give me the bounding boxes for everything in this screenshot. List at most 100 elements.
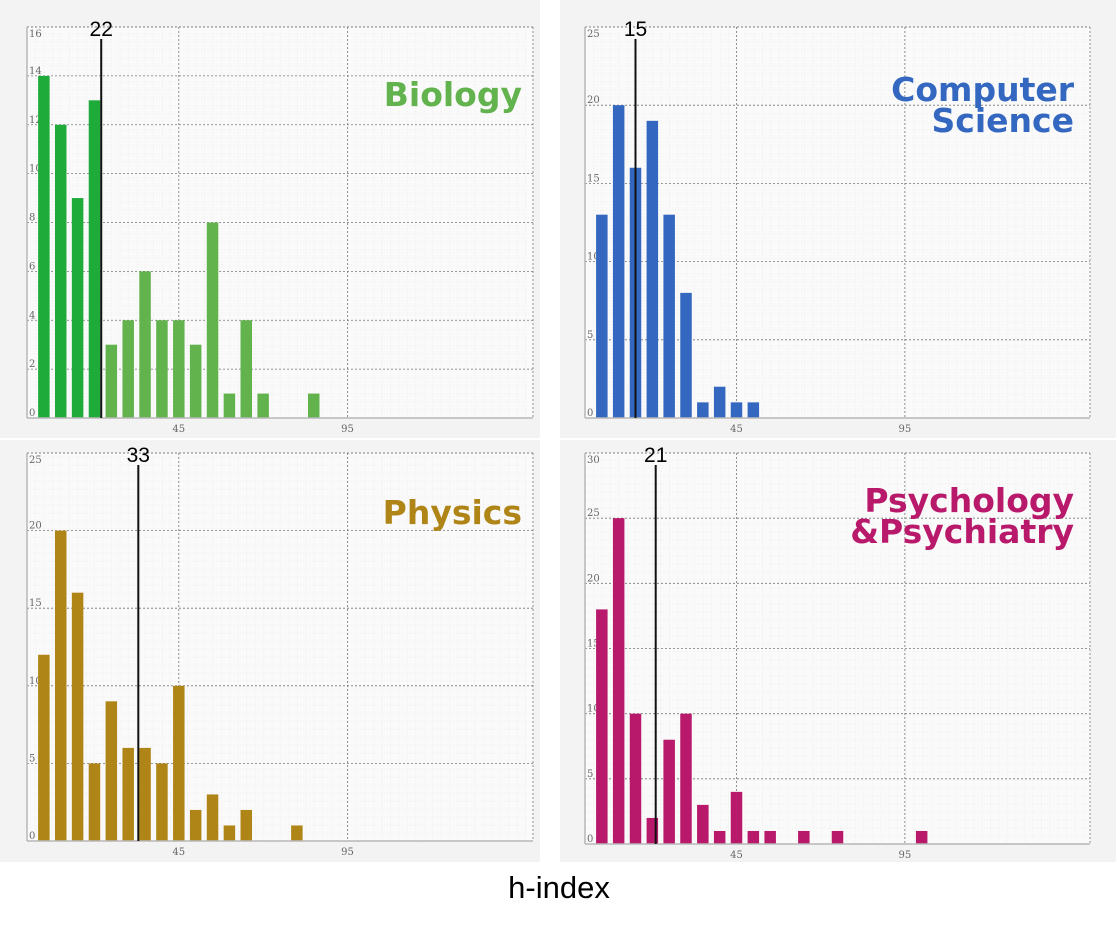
field-title: Psychology &Psychiatry <box>850 481 1074 551</box>
histogram-bar <box>139 271 151 418</box>
histogram-bar <box>596 609 608 844</box>
histogram-bar <box>730 402 743 418</box>
histogram-bar <box>189 809 202 841</box>
histogram-bar <box>680 292 692 418</box>
y-tick-label: 0 <box>29 831 35 842</box>
y-tick-label: 6 <box>29 261 35 272</box>
histogram-bar <box>206 794 219 841</box>
median-value-label: 22 <box>90 18 113 41</box>
y-tick-label: 15 <box>29 598 42 609</box>
histogram-bar <box>173 320 185 418</box>
histogram-bar <box>629 713 642 844</box>
histogram-bar <box>764 830 776 844</box>
field-title: Physics <box>383 493 522 532</box>
median-value-label: 33 <box>127 444 150 467</box>
histogram-bar <box>122 320 134 418</box>
median-value-label: 21 <box>644 444 667 467</box>
histogram-bar <box>612 518 625 844</box>
histogram-bar <box>646 120 659 418</box>
histogram-bar <box>730 791 743 844</box>
histogram-bar <box>122 747 134 841</box>
histogram-bar <box>646 817 659 844</box>
histogram-bar <box>697 402 709 418</box>
histogram-bar <box>680 713 692 844</box>
histogram-bar <box>713 386 726 418</box>
y-tick-label: 12 <box>29 115 42 126</box>
histogram-bar <box>307 393 320 418</box>
histogram-bar <box>747 830 760 844</box>
y-tick-label: 30 <box>587 455 600 466</box>
histogram-bar <box>173 685 185 841</box>
y-tick-label: 16 <box>29 29 42 40</box>
chart-panel-computer-science: 0 5 10 15 20 25 45 95 15 Computer Science <box>560 0 1116 438</box>
histogram-bar <box>156 763 168 841</box>
x-tick-label: 95 <box>341 847 354 858</box>
histogram-bar <box>240 320 253 418</box>
histogram-bar <box>240 809 253 841</box>
chart-psychology: 0 5 10 15 20 25 30 45 95 21 Psychology &Psychiatry <box>584 444 1091 861</box>
histogram-bar <box>596 214 608 418</box>
chart-panel-psychology: 0 5 10 15 20 25 30 45 95 21 Psychology &Psychiatry <box>560 440 1116 862</box>
x-tick-label: 45 <box>730 850 743 861</box>
x-axis-caption: h-index <box>508 870 610 905</box>
histogram-bar <box>663 214 675 418</box>
histogram-bar <box>915 830 928 844</box>
histogram-bar <box>697 804 709 844</box>
x-tick-label: 45 <box>730 424 743 435</box>
field-title: Computer Science <box>891 70 1075 140</box>
histogram-bar <box>663 739 675 844</box>
y-tick-label: 5 <box>29 753 35 764</box>
y-tick-label: 4 <box>29 310 35 321</box>
y-tick-label: 5 <box>587 330 593 341</box>
histogram-bar <box>38 75 50 418</box>
chart-panel-biology: 0 2 4 6 8 10 12 14 16 45 95 22 Biology <box>0 0 540 438</box>
field-title: Biology <box>384 75 522 114</box>
y-tick-label: 10 <box>29 676 42 687</box>
histogram-bar <box>88 763 101 841</box>
y-tick-label: 25 <box>29 455 42 466</box>
chart-physics: 0 5 10 15 20 25 45 95 33 Physics <box>26 444 534 858</box>
histogram-bar <box>223 393 236 418</box>
histogram-bar <box>71 592 84 841</box>
histogram-bar <box>713 830 726 844</box>
y-tick-label: 25 <box>587 29 600 40</box>
y-tick-label: 20 <box>29 521 42 532</box>
x-tick-label: 95 <box>898 850 911 861</box>
x-tick-label: 45 <box>172 424 185 435</box>
y-tick-label: 0 <box>29 408 35 419</box>
y-tick-label: 0 <box>587 834 593 845</box>
histogram-bar <box>798 830 810 844</box>
x-tick-label: 45 <box>172 847 185 858</box>
histogram-bar <box>105 701 118 841</box>
y-tick-label: 0 <box>587 408 593 419</box>
histogram-bar <box>831 830 844 844</box>
y-tick-label: 10 <box>587 252 600 263</box>
x-tick-label: 95 <box>341 424 354 435</box>
y-tick-label: 15 <box>587 639 600 650</box>
y-tick-label: 14 <box>29 66 42 77</box>
histogram-bar <box>612 105 625 418</box>
histogram-bar <box>71 198 84 418</box>
histogram-bar <box>156 320 168 418</box>
y-tick-label: 2 <box>29 359 35 370</box>
y-tick-label: 20 <box>587 573 600 584</box>
histogram-bar <box>105 344 118 418</box>
histogram-bar <box>139 747 151 841</box>
chart-biology: 0 2 4 6 8 10 12 14 16 45 95 22 Biology <box>26 18 534 435</box>
y-tick-label: 10 <box>29 164 42 175</box>
y-tick-label: 20 <box>587 95 600 106</box>
histogram-bar <box>189 344 202 418</box>
histogram-bar <box>54 124 67 418</box>
y-tick-label: 10 <box>587 704 600 715</box>
histogram-bar <box>223 825 236 841</box>
histogram-bar <box>257 393 269 418</box>
y-tick-label: 8 <box>29 213 35 224</box>
chart-panel-physics: 0 5 10 15 20 25 45 95 33 Physics <box>0 440 540 862</box>
x-tick-label: 95 <box>898 424 911 435</box>
y-tick-label: 15 <box>587 173 600 184</box>
histogram-bar <box>88 100 101 418</box>
y-tick-label: 25 <box>587 508 600 519</box>
histogram-bar <box>38 654 50 841</box>
histogram-bar <box>291 825 303 841</box>
histogram-bar <box>206 222 219 418</box>
